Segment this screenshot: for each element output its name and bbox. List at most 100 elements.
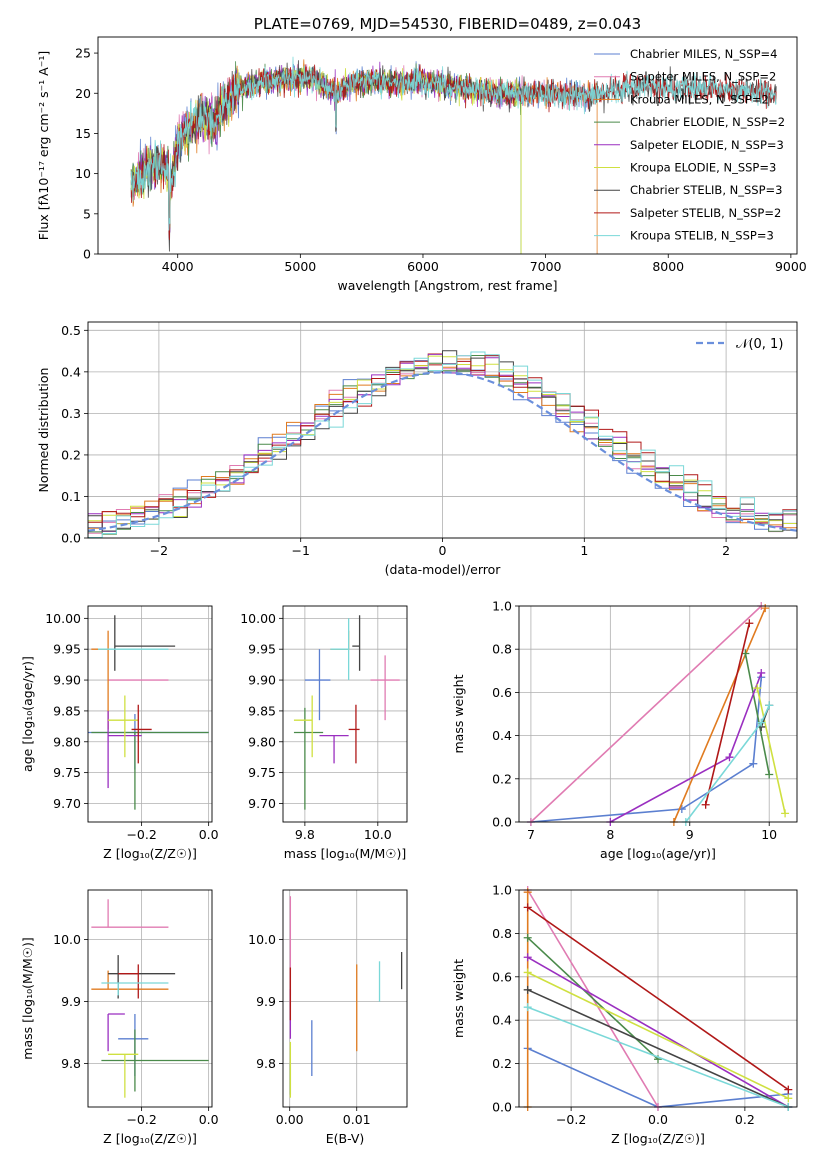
y-tick-label: 0.0 — [492, 1100, 512, 1115]
chart-title: PLATE=0769, MJD=54530, FIBERID=0489, z=0… — [254, 15, 641, 33]
x-tick-label: 9000 — [775, 259, 807, 274]
y-tick-label: 0.4 — [492, 1013, 512, 1028]
spectrum-series-8 — [130, 56, 777, 231]
x-tick-label: 1 — [580, 543, 588, 558]
x-tick-label: −0.2 — [126, 827, 156, 842]
y-tick-label: 9.70 — [248, 796, 276, 811]
weight-marker — [757, 668, 766, 677]
weight-series-4 — [527, 956, 789, 1108]
panel-residuals: −2 −1 0 1 2 0.0 0.1 0.2 0.3 0.4 0.5 (data-model)/er… — [36, 321, 798, 577]
x-tick-label: 0.01 — [343, 1112, 371, 1127]
y-tick-label: 1.0 — [492, 599, 512, 614]
weight-marker — [753, 684, 762, 693]
legend-label: Salpeter MILES, N_SSP=2 — [630, 70, 776, 84]
x-tick-label: 8000 — [652, 259, 684, 274]
y-tick-label: 0.8 — [492, 926, 512, 941]
y-axis-label: mass weight — [451, 959, 466, 1038]
panel-weight-vs-Z: −0.2 0.0 0.2 0.0 0.2 0.4 0.6 0.8 1.0 Z [log₁₀(Z/Z… — [451, 883, 798, 1146]
spectrum-legend: Chabrier MILES, N_SSP=4 Salpeter MILES, N… — [594, 47, 785, 243]
errorbars-mass-vs-EBV — [289, 896, 403, 1098]
weight-marker — [523, 953, 532, 962]
y-tick-label: 0.5 — [61, 323, 81, 338]
panel-spectrum: 4000 5000 6000 7000 8000 9000 0 5 10 15 20 25 wavele… — [36, 15, 807, 293]
x-tick-label: −1 — [291, 543, 309, 558]
legend-label: Chabrier STELIB, N_SSP=3 — [630, 183, 782, 197]
weight-marker — [523, 985, 532, 994]
legend-label: Salpeter ELODIE, N_SSP=3 — [630, 138, 784, 152]
y-tick-label: 1.0 — [492, 883, 512, 898]
x-tick-label: 0.0 — [199, 827, 219, 842]
y-tick-label: 9.80 — [248, 734, 276, 749]
x-tick-label: 8 — [606, 827, 614, 842]
x-tick-label: 7000 — [530, 259, 562, 274]
y-axis-label: age [log₁₀(age/yr)] — [20, 656, 35, 772]
y-tick-label: 9.75 — [248, 765, 276, 780]
x-tick-label: 0.00 — [276, 1112, 304, 1127]
y-axis-label: mass [log₁₀(M/M☉)] — [20, 937, 35, 1059]
weight-marker — [745, 619, 754, 628]
errorbars-age-vs-Z — [88, 615, 209, 810]
panel-weight-vs-age: 7 8 9 10 0.0 0.2 0.4 0.6 0.8 1.0 age [log₁₀(age/yr… — [451, 599, 798, 861]
y-axis-label: mass weight — [451, 674, 466, 753]
plot-frame — [97, 36, 798, 255]
weight-lines-weight-vs-Z — [523, 886, 793, 1111]
weight-series-4 — [609, 672, 763, 823]
weight-marker — [784, 1085, 793, 1094]
weight-marker — [765, 701, 774, 710]
x-axis-label: (data-model)/error — [385, 562, 502, 577]
y-tick-label: 10.00 — [45, 611, 81, 626]
legend-label: Chabrier MILES, N_SSP=4 — [630, 47, 777, 61]
plot-frame — [518, 605, 798, 823]
weight-marker — [781, 809, 790, 818]
weight-marker — [784, 1094, 793, 1103]
y-tick-label: 9.85 — [53, 703, 81, 718]
weight-series-0 — [530, 677, 763, 823]
x-tick-label: 10 — [761, 827, 777, 842]
errorbars-mass-vs-Z — [91, 899, 209, 1098]
x-axis-label: E(B-V) — [326, 1131, 365, 1146]
weight-series-7 — [704, 623, 751, 805]
y-tick-label: 9.9 — [61, 994, 81, 1009]
x-axis-label: Z [log₁₀(Z/Z☉)] — [103, 1131, 197, 1146]
weight-marker — [523, 888, 532, 897]
weight-marker — [523, 968, 532, 977]
x-tick-label: 0.0 — [648, 1112, 668, 1127]
weight-marker — [749, 759, 758, 768]
y-axis-label: Flux [fλ10⁻¹⁷ erg cm⁻² s⁻¹ A⁻¹] — [36, 51, 51, 240]
legend-label: Kroupa MILES, N_SSP=2 — [630, 92, 769, 106]
y-tick-label: 0.2 — [61, 447, 81, 462]
y-tick-label: 0.0 — [492, 815, 512, 830]
weight-marker — [725, 753, 734, 762]
y-tick-label: 5 — [83, 206, 91, 221]
y-tick-label: 0.6 — [492, 969, 512, 984]
legend-label: 𝒩(0, 1) — [736, 337, 783, 352]
y-tick-label: 9.75 — [53, 765, 81, 780]
x-tick-label: 2 — [722, 543, 730, 558]
spectrum-series-7 — [130, 64, 777, 241]
legend-label: Kroupa STELIB, N_SSP=3 — [630, 229, 774, 243]
weight-series-6 — [527, 989, 789, 1108]
y-tick-label: 9.90 — [248, 673, 276, 688]
y-tick-label: 0.6 — [492, 685, 512, 700]
x-axis-label: age [log₁₀(age/yr)] — [600, 846, 716, 861]
weight-series-3 — [744, 653, 770, 775]
x-axis-label: wavelength [Angstrom, rest frame] — [337, 278, 557, 293]
x-tick-label: 5000 — [284, 259, 316, 274]
legend-label: Kroupa ELODIE, N_SSP=3 — [630, 161, 776, 175]
y-tick-label: 9.90 — [53, 673, 81, 688]
plot-frame — [87, 889, 213, 1108]
y-tick-label: 0 — [83, 247, 91, 262]
residual-legend: 𝒩(0, 1) — [696, 337, 783, 352]
errorbars-age-vs-mass — [293, 615, 400, 810]
x-axis-label: Z [log₁₀(Z/Z☉)] — [103, 846, 197, 861]
y-tick-label: 9.8 — [256, 1056, 276, 1071]
plot-frame — [87, 321, 798, 539]
plot-frame — [518, 889, 798, 1108]
x-tick-label: −0.2 — [126, 1112, 156, 1127]
y-tick-label: 9.80 — [53, 734, 81, 749]
weight-series-8 — [527, 1006, 789, 1108]
x-tick-label: 9.8 — [295, 827, 315, 842]
weight-series-5 — [756, 687, 786, 814]
y-tick-label: 9.95 — [53, 642, 81, 657]
x-tick-label: 0 — [439, 543, 447, 558]
